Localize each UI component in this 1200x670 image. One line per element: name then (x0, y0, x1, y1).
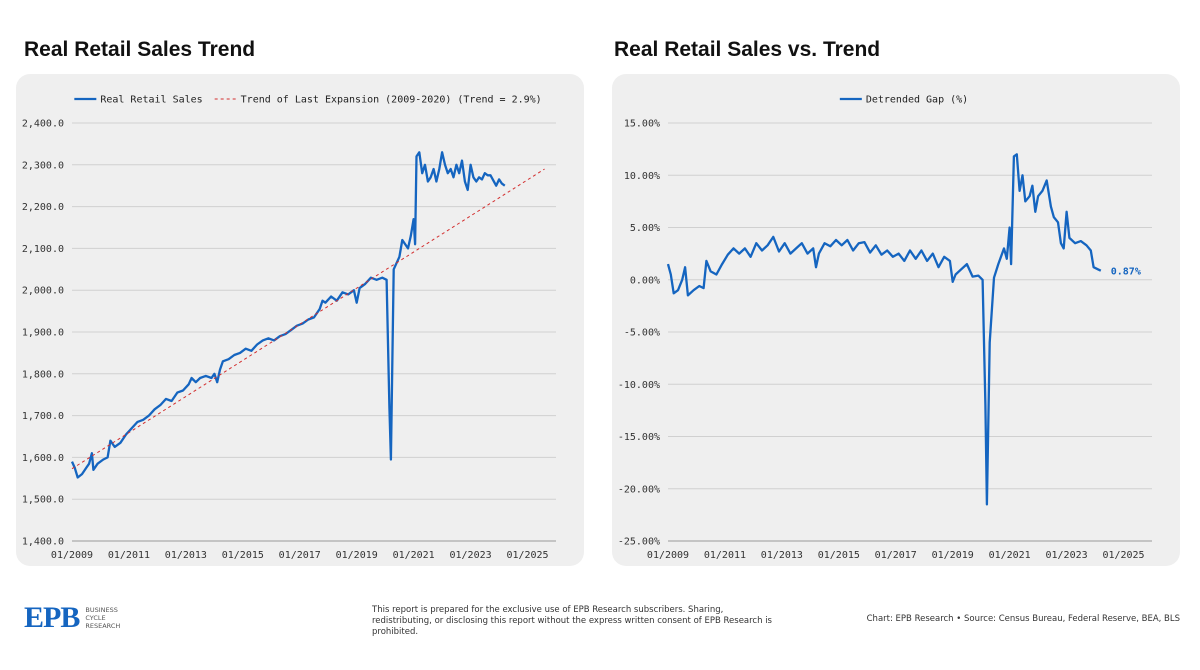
source-text: Chart: EPB Research • Source: Census Bur… (866, 614, 1180, 624)
right-chart-x-tick-label: 01/2017 (875, 550, 917, 561)
right-chart-y-tick-label: -20.00% (618, 484, 660, 495)
logo-text-line3: RESEARCH (85, 622, 121, 630)
left-chart-x-tick-label: 01/2017 (279, 550, 321, 561)
retail-sales-trend-chart: 1,400.0 1,500.0 1,600.0 1,700.0 1,800.0 1,900… (22, 95, 556, 561)
disclaimer-text: This report is prepared for the exclusiv… (372, 605, 772, 637)
left-chart-y-tick-label: 2,300.0 (22, 160, 64, 171)
right-chart-y-tick-label: 15.00% (624, 119, 660, 130)
left-chart-legend-label: Trend of Last Expansion (2009-2020) (Tre… (241, 95, 542, 106)
right-chart-x-tick-label: 01/2025 (1102, 550, 1144, 561)
logo-mark: EPB (24, 601, 80, 634)
detrended-gap-chart: -25.00% -20.00% -15.00% -10.00% -5.00% 0.00% 5… (618, 95, 1152, 561)
left-chart-y-tick-label: 2,200.0 (22, 202, 64, 213)
logo-text-line1: BUSINESS (85, 606, 118, 614)
left-chart-series-real-retail-sales (70, 151, 506, 479)
left-chart-y-tick-label: 1,500.0 (22, 495, 64, 506)
right-chart-x-tick-label: 01/2013 (761, 550, 803, 561)
right-chart-title: Real Retail Sales vs. Trend (614, 38, 881, 61)
left-chart-y-tick-label: 1,900.0 (22, 328, 64, 339)
left-chart-x-tick-label: 01/2015 (222, 550, 264, 561)
right-chart-x-tick-label: 01/2019 (932, 550, 974, 561)
right-chart-x-tick-label: 01/2011 (704, 550, 746, 561)
right-chart-x-tick-label: 01/2021 (989, 550, 1031, 561)
right-chart-y-tick-label: -15.00% (618, 432, 660, 443)
left-chart-x-tick-label: 01/2009 (51, 550, 93, 561)
left-chart-y-tick-label: 1,800.0 (22, 369, 64, 380)
left-chart-y-tick-label: 1,700.0 (22, 411, 64, 422)
right-chart-y-tick-label: -25.00% (618, 537, 660, 548)
logo-text-line2: CYCLE (85, 614, 106, 622)
left-chart-x-tick-label: 01/2025 (506, 550, 548, 561)
right-chart-y-tick-label: 0.00% (630, 275, 660, 286)
right-chart-y-tick-label: 10.00% (624, 171, 660, 182)
left-chart-title: Real Retail Sales Trend (24, 38, 256, 61)
right-chart-x-tick-label: 01/2023 (1046, 550, 1088, 561)
left-chart-legend-label: Real Retail Sales (100, 95, 202, 106)
left-chart-x-tick-label: 01/2021 (393, 550, 435, 561)
right-chart-y-tick-label: -10.00% (618, 380, 660, 391)
left-chart-y-tick-label: 2,100.0 (22, 244, 64, 255)
right-chart-x-tick-label: 01/2015 (818, 550, 860, 561)
right-chart-y-tick-label: -5.00% (624, 328, 660, 339)
left-chart-y-tick-label: 2,400.0 (22, 119, 64, 130)
left-chart-y-tick-label: 1,400.0 (22, 537, 64, 548)
right-chart-series-detrended-gap (666, 153, 1102, 506)
left-chart-x-tick-label: 01/2023 (450, 550, 492, 561)
right-chart-y-tick-label: 5.00% (630, 223, 660, 234)
right-chart-legend-label: Detrended Gap (%) (866, 95, 968, 106)
left-chart-y-tick-label: 1,600.0 (22, 453, 64, 464)
left-chart-x-tick-label: 01/2013 (165, 550, 207, 561)
right-chart-x-tick-label: 01/2009 (647, 550, 689, 561)
right-chart-end-value-label: 0.87% (1111, 267, 1141, 278)
left-chart-y-tick-label: 2,000.0 (22, 286, 64, 297)
left-chart-x-tick-label: 01/2011 (108, 550, 150, 561)
left-chart-panel: 1,400.0 1,500.0 1,600.0 1,700.0 1,800.0 1,900… (16, 74, 584, 566)
epb-logo: EPB BUSINESS CYCLE RESEARCH (24, 603, 120, 633)
left-chart-x-tick-label: 01/2019 (336, 550, 378, 561)
logo-text: BUSINESS CYCLE RESEARCH (85, 606, 120, 630)
right-chart-panel: -25.00% -20.00% -15.00% -10.00% -5.00% 0.00% 5… (612, 74, 1180, 566)
